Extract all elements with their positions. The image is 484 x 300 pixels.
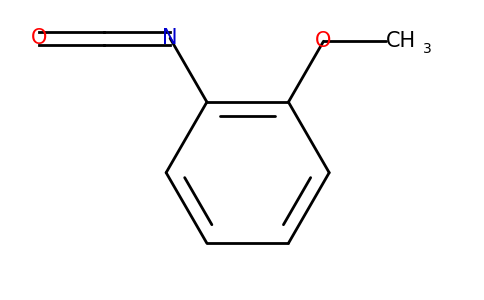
Text: O: O: [316, 31, 332, 51]
Text: CH: CH: [386, 31, 416, 51]
Text: 3: 3: [423, 42, 432, 56]
Text: N: N: [162, 28, 178, 48]
Text: O: O: [30, 28, 47, 48]
